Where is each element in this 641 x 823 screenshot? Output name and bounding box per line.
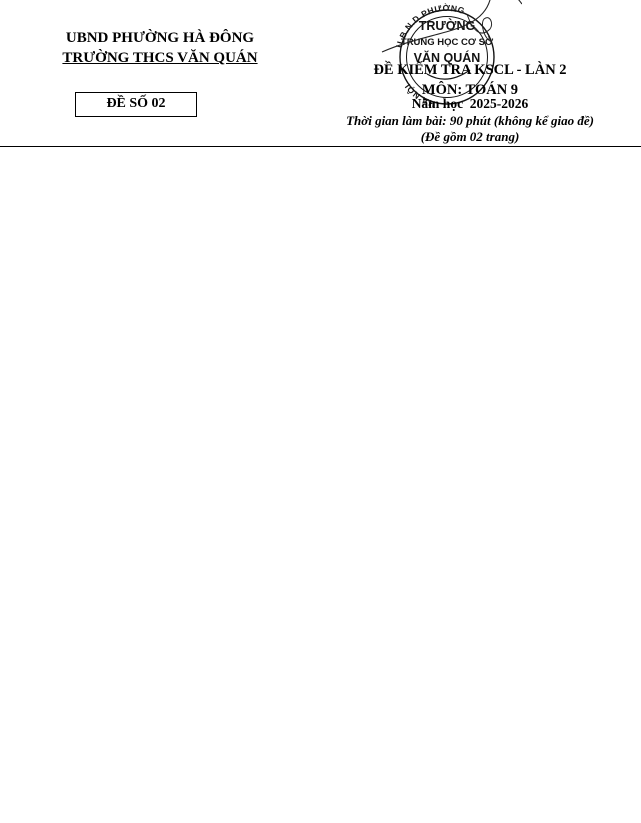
svg-text:VĂN QUÁN: VĂN QUÁN [414,50,481,65]
svg-text:HÀ NỘI: HÀ NỘI [402,82,436,110]
svg-text:TRƯỜNG: TRƯỜNG [419,18,475,33]
svg-text:TRUNG HỌC CƠ SỞ: TRUNG HỌC CƠ SỞ [401,36,494,48]
